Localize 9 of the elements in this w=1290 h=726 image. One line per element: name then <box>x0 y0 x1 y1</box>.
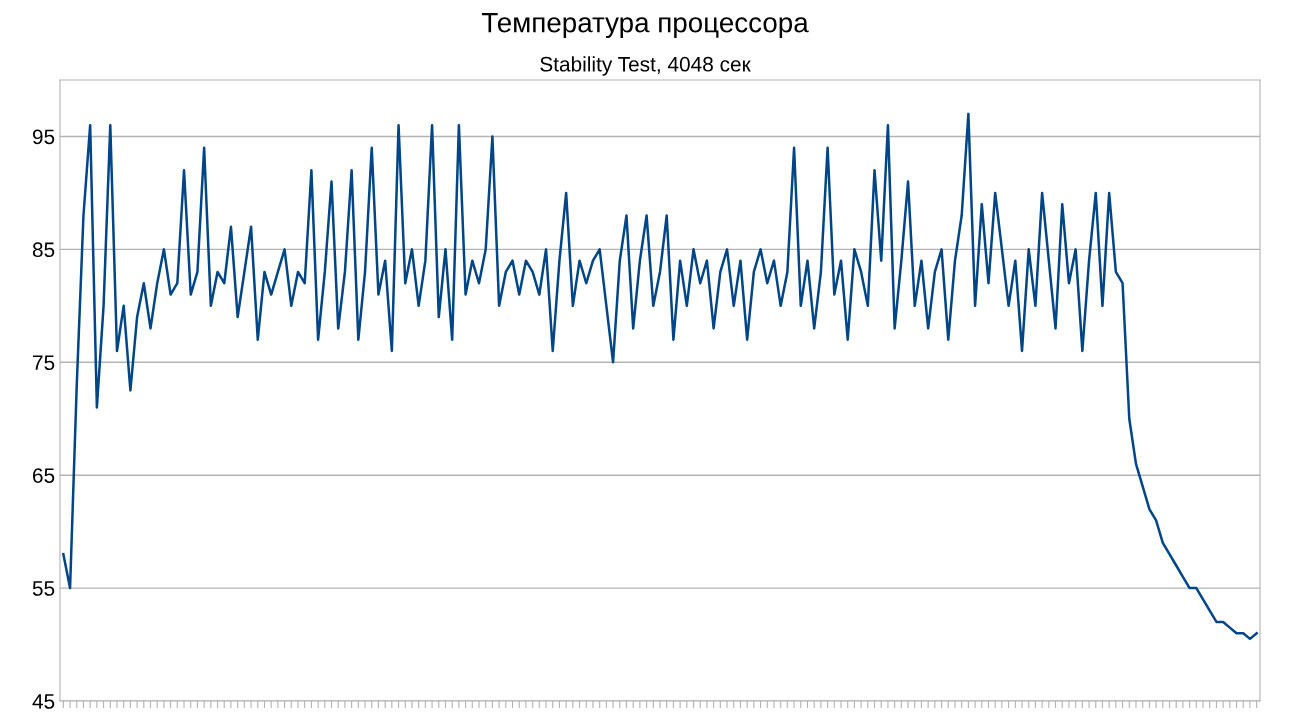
chart-subtitle: Stability Test, 4048 сек <box>540 56 751 76</box>
line-series <box>62 112 1258 641</box>
y-tick-label: 65 <box>33 468 55 483</box>
chart-title: Температура процессора <box>481 13 809 38</box>
y-tick-label: 95 <box>32 129 55 145</box>
y-tick-label: 85 <box>32 242 55 258</box>
y-tick-label: 75 <box>33 355 55 371</box>
y-tick-label: 55 <box>32 581 55 596</box>
y-tick-label: 45 <box>32 694 55 709</box>
